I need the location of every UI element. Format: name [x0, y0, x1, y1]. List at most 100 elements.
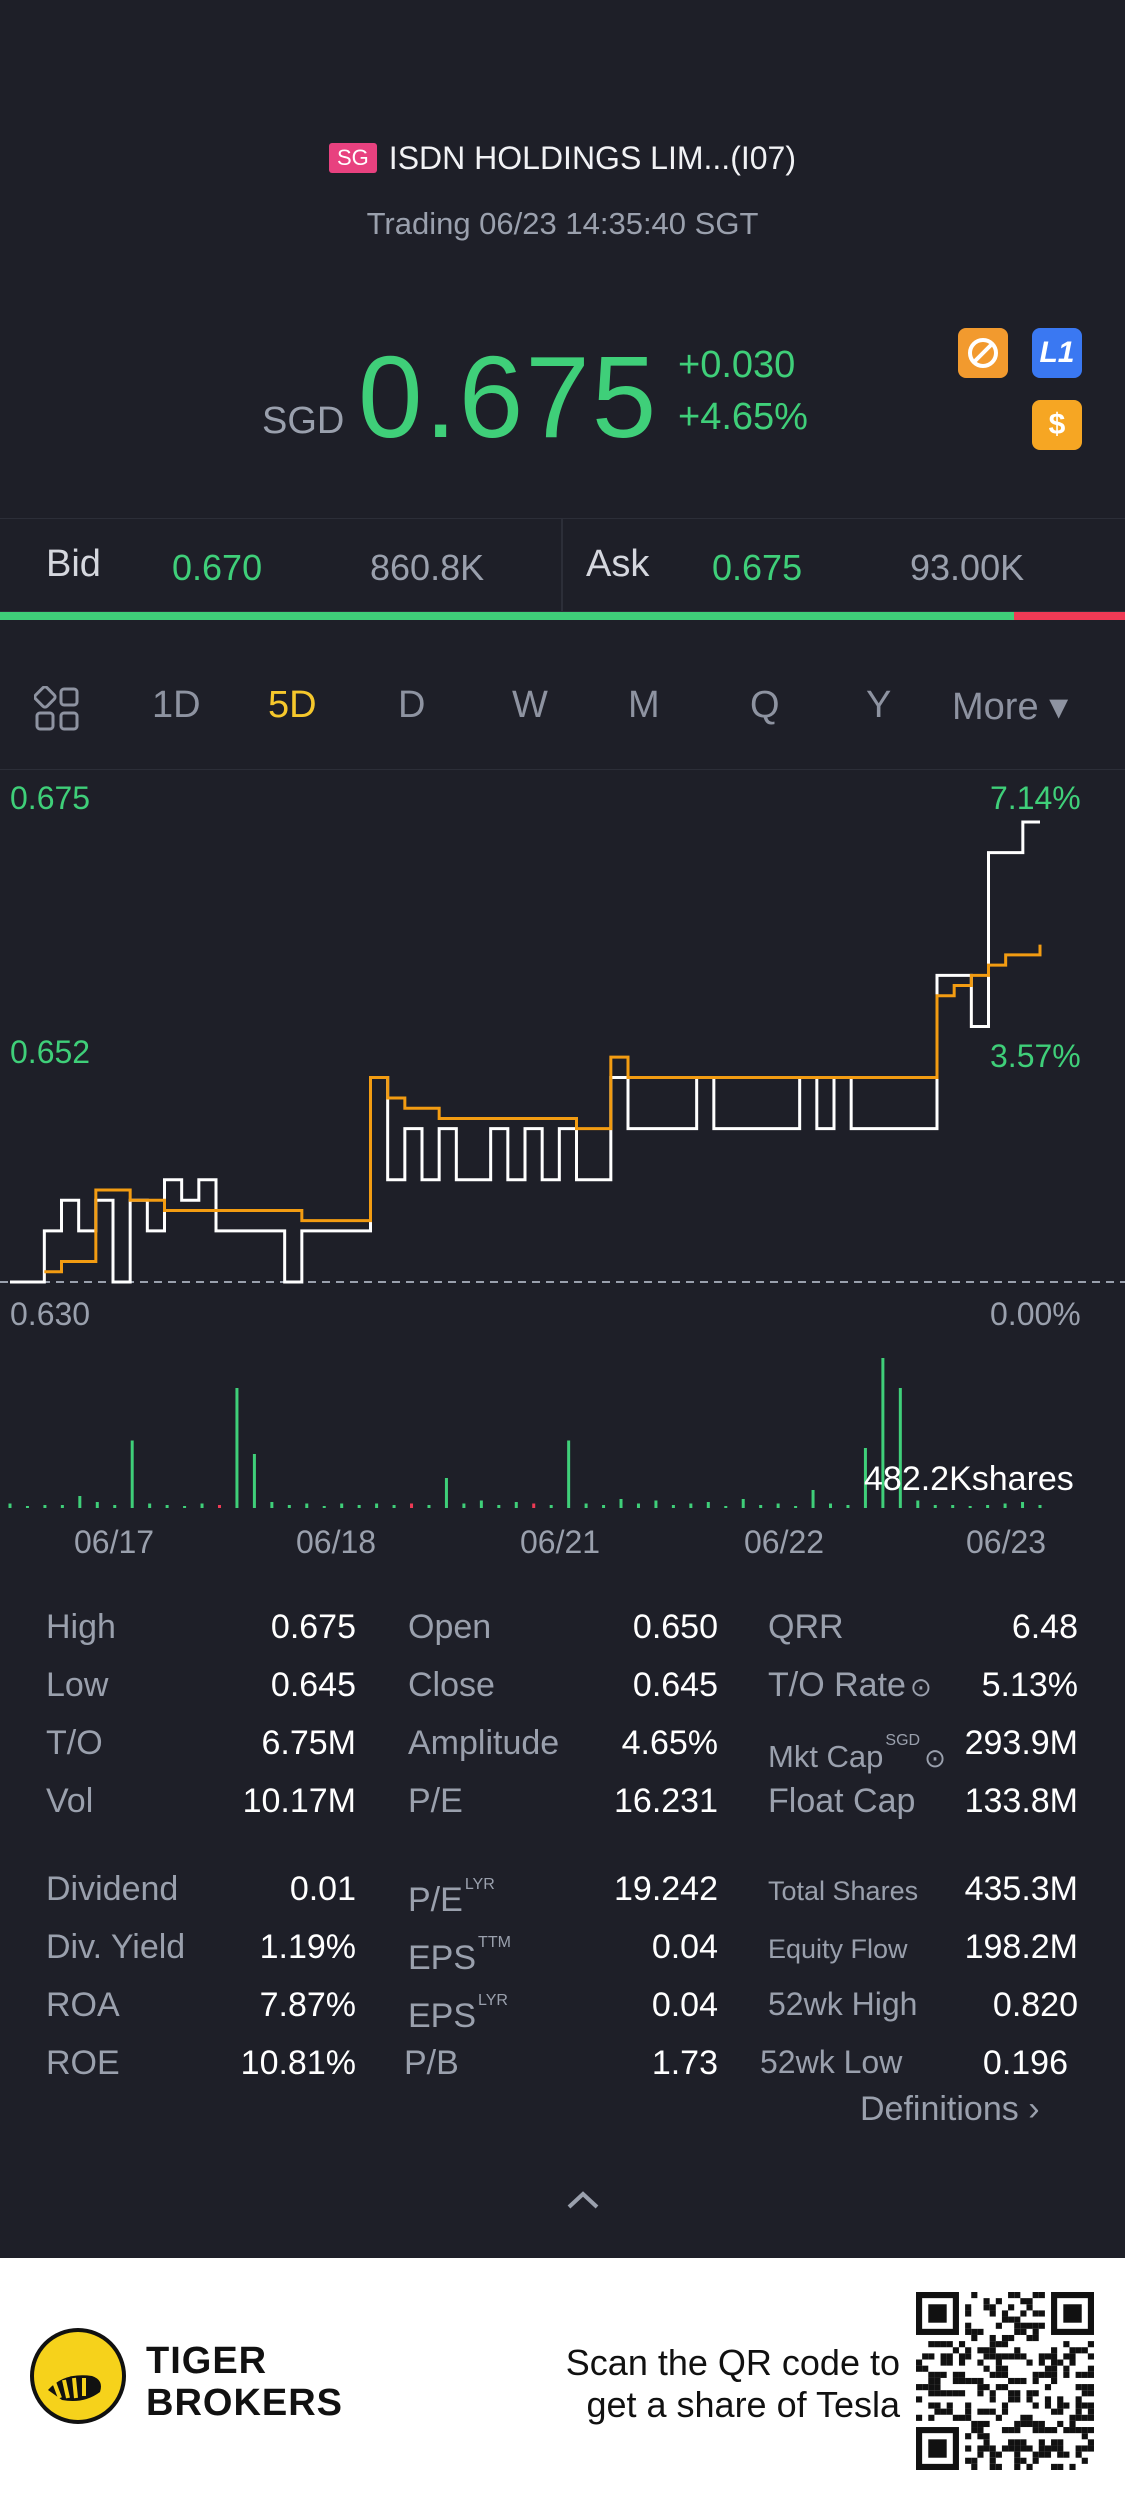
stock-name: ISDN HOLDINGS LIM...(I07) — [388, 140, 796, 176]
stat-value: 0.820 — [992, 1986, 1078, 2024]
tab-q[interactable]: Q — [750, 684, 780, 726]
qr-module — [1014, 2451, 1021, 2458]
qr-module — [946, 2408, 953, 2415]
stat-value: 10.81% — [240, 2044, 356, 2082]
volume-bar — [724, 1506, 728, 1508]
qr-module — [971, 2328, 978, 2335]
volume-bar — [933, 1505, 937, 1508]
qr-module — [1044, 2451, 1052, 2458]
volume-bar — [811, 1490, 815, 1508]
no-sign-icon[interactable] — [958, 328, 1008, 378]
qr-module — [971, 2457, 978, 2464]
qr-module — [946, 2353, 953, 2360]
volume-bar — [671, 1505, 675, 1508]
date-label: 06/21 — [520, 1524, 601, 1560]
qr-module — [1026, 2390, 1033, 2397]
dollar-icon[interactable]: $ — [1032, 400, 1082, 450]
tab-y[interactable]: Y — [866, 684, 892, 726]
price-chart[interactable] — [0, 770, 1125, 1570]
qr-module — [1057, 2408, 1064, 2415]
stock-title[interactable]: SG ISDN HOLDINGS LIM...(I07) — [0, 140, 1125, 177]
stat-label: High — [46, 1608, 116, 1646]
stat-label: Amplitude — [408, 1724, 560, 1762]
qr-module — [1075, 2371, 1082, 2378]
qr-module — [1020, 2310, 1027, 2317]
stat-label: P/B — [404, 2044, 459, 2082]
stat-label: Vol — [46, 1782, 94, 1820]
stat-value: 6.48 — [1011, 1608, 1078, 1646]
qr-module — [1014, 2420, 1021, 2428]
tab-5d[interactable]: 5D — [268, 684, 317, 726]
qr-module — [971, 2292, 978, 2299]
info-icon[interactable]: ⊙ — [924, 1743, 946, 1773]
qr-module — [1087, 2384, 1094, 2391]
qr-module — [1069, 2420, 1076, 2428]
qr-module — [1014, 2292, 1021, 2299]
qr-module — [1038, 2420, 1045, 2428]
brand-name-line2: BROKERS — [146, 2382, 344, 2424]
grid-layout-icon[interactable] — [33, 685, 80, 737]
brand-name-line1: TIGER — [146, 2340, 268, 2382]
qr-module — [928, 2371, 935, 2378]
tab-w[interactable]: W — [512, 684, 548, 726]
qr-module — [971, 2334, 978, 2342]
tab-d[interactable]: D — [398, 684, 426, 726]
tab-1d[interactable]: 1D — [152, 684, 201, 726]
qr-module — [1014, 2353, 1021, 2360]
stat-label[interactable]: T/O Rate ⊙ — [768, 1666, 932, 1704]
qr-module — [946, 2341, 953, 2348]
volume-bar — [8, 1503, 12, 1508]
l1-icon[interactable]: L1 — [1032, 328, 1082, 378]
qr-module — [952, 2390, 959, 2397]
qr-module — [1020, 2353, 1027, 2360]
volume-bar — [829, 1503, 833, 1508]
qr-module — [958, 2359, 966, 2366]
qr-module — [928, 2402, 935, 2409]
qr-module — [922, 2353, 929, 2360]
qr-module — [983, 2439, 990, 2446]
qr-module — [1001, 2341, 1009, 2348]
stat-value: 7.87% — [259, 1986, 356, 2024]
qr-module — [989, 2396, 996, 2403]
stat-value: 1.19% — [259, 1928, 356, 1966]
stat-label[interactable]: Mkt Cap SGD⊙ — [768, 1732, 946, 1774]
qr-module — [965, 2445, 972, 2452]
qr-module — [928, 2414, 935, 2421]
chevron-up-icon[interactable] — [566, 2180, 600, 2219]
qr-module — [965, 2414, 972, 2421]
info-icon[interactable]: ⊙ — [909, 1672, 932, 1702]
trading-status: Trading 06/23 14:35:40 SGT — [366, 206, 759, 241]
qr-module — [989, 2451, 996, 2458]
volume-bar — [619, 1499, 623, 1508]
qr-module — [1044, 2427, 1052, 2434]
definitions-link[interactable]: Definitions › — [860, 2090, 1040, 2128]
volume-bar — [235, 1388, 239, 1508]
volume-bar — [340, 1503, 344, 1508]
volume-bar — [270, 1502, 274, 1508]
qr-module — [916, 2365, 923, 2372]
qr-module — [958, 2377, 966, 2385]
stat-label: EPS LYR — [408, 1992, 508, 2035]
qr-module — [922, 2384, 929, 2391]
qr-module — [1075, 2408, 1082, 2415]
volume-bar — [392, 1505, 396, 1508]
qr-module — [1057, 2463, 1064, 2470]
qr-module — [1063, 2341, 1070, 2348]
volume-bar — [60, 1505, 64, 1508]
volume-bar — [113, 1505, 117, 1508]
tab-m[interactable]: M — [628, 684, 660, 726]
tab-more[interactable]: More ▾ — [952, 686, 1069, 728]
qr-module — [995, 2298, 1002, 2305]
stat-value: 0.645 — [270, 1666, 356, 1704]
currency-label: SGD — [262, 400, 345, 442]
qr-module — [1008, 2396, 1015, 2403]
stat-value: 16.231 — [614, 1782, 718, 1820]
qr-module — [1081, 2402, 1088, 2409]
qr-code-image — [916, 2292, 1094, 2470]
qr-module — [977, 2408, 984, 2415]
qr-module — [995, 2359, 1002, 2366]
qr-module — [1063, 2427, 1070, 2434]
qr-module — [1075, 2347, 1082, 2354]
chart-canvas — [0, 820, 1125, 1508]
stat-label: Low — [46, 1666, 109, 1704]
